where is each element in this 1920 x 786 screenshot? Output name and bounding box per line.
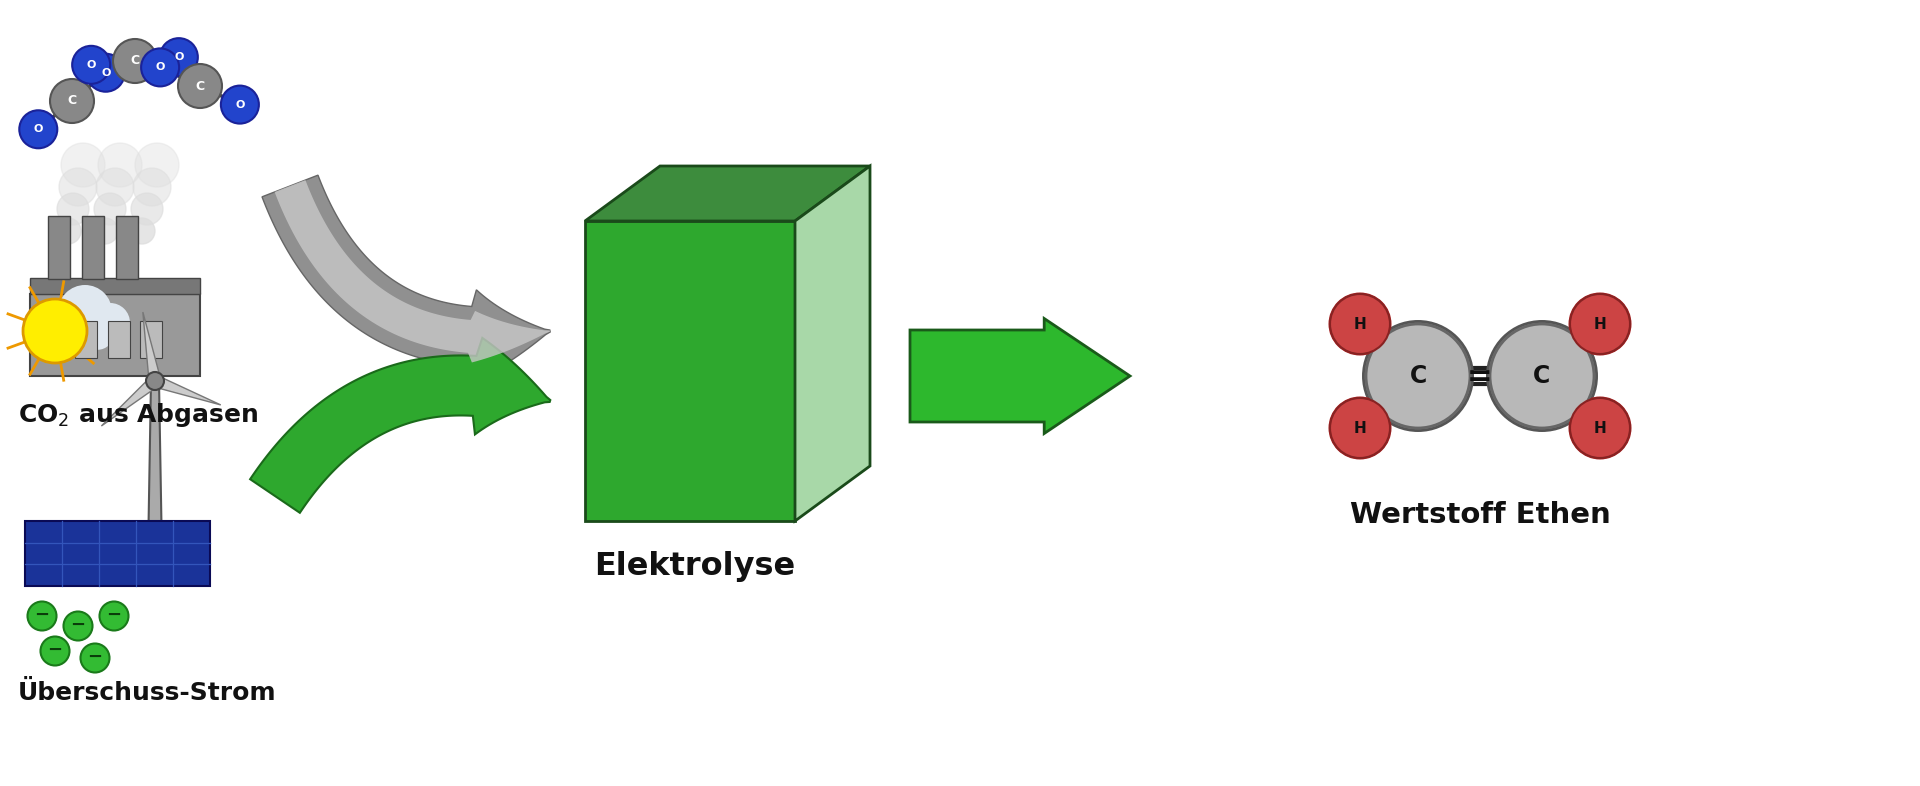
Circle shape (134, 143, 179, 187)
Circle shape (60, 168, 98, 206)
Text: =: = (1467, 362, 1494, 391)
Bar (48, 215, 69, 278)
Circle shape (1329, 396, 1392, 460)
Polygon shape (148, 381, 161, 556)
Circle shape (159, 39, 198, 76)
Circle shape (1569, 292, 1632, 355)
Text: C: C (131, 54, 140, 68)
Bar (115, 215, 138, 278)
Bar (31, 278, 200, 293)
Circle shape (179, 64, 223, 108)
Polygon shape (154, 376, 221, 405)
Polygon shape (586, 221, 795, 521)
Bar (140, 321, 161, 358)
Circle shape (1331, 398, 1390, 458)
Text: C: C (1534, 364, 1551, 388)
Circle shape (19, 110, 58, 149)
Bar (31, 293, 200, 376)
Text: C: C (67, 94, 77, 108)
Circle shape (73, 46, 109, 84)
Bar (75, 321, 98, 358)
Circle shape (131, 193, 163, 225)
Polygon shape (261, 175, 551, 384)
Polygon shape (142, 312, 161, 382)
Circle shape (1331, 294, 1390, 354)
Text: −: − (35, 606, 50, 624)
Circle shape (221, 86, 259, 123)
Polygon shape (102, 376, 159, 426)
Circle shape (94, 193, 127, 225)
Circle shape (40, 637, 69, 666)
Text: −: − (106, 606, 121, 624)
Circle shape (56, 318, 88, 350)
Circle shape (1571, 398, 1630, 458)
Circle shape (1488, 321, 1597, 431)
Polygon shape (910, 318, 1131, 434)
Circle shape (1363, 321, 1473, 431)
Text: O: O (86, 60, 96, 70)
Text: Elektrolyse: Elektrolyse (595, 551, 795, 582)
Circle shape (63, 612, 92, 641)
Bar (83, 215, 104, 278)
Circle shape (146, 372, 163, 390)
Circle shape (81, 318, 113, 350)
Polygon shape (795, 166, 870, 521)
Circle shape (81, 644, 109, 673)
Circle shape (96, 168, 134, 206)
Text: H: H (1354, 421, 1367, 435)
Bar (42, 321, 63, 358)
Text: C: C (1409, 364, 1427, 388)
Circle shape (56, 218, 81, 244)
Circle shape (58, 193, 88, 225)
Circle shape (1569, 396, 1632, 460)
Bar (25, 521, 209, 586)
Circle shape (113, 39, 157, 83)
Bar (108, 321, 131, 358)
Polygon shape (275, 180, 551, 362)
Text: −: − (48, 641, 63, 659)
Text: Wertstoff Ethen: Wertstoff Ethen (1350, 501, 1611, 529)
Circle shape (90, 303, 131, 343)
Circle shape (86, 53, 125, 92)
Text: C: C (196, 79, 205, 93)
Circle shape (61, 143, 106, 187)
Circle shape (129, 218, 156, 244)
Circle shape (27, 601, 56, 630)
Text: −: − (88, 648, 102, 666)
Circle shape (23, 299, 86, 363)
Text: O: O (102, 68, 109, 78)
Circle shape (50, 79, 94, 123)
Polygon shape (250, 338, 551, 512)
Circle shape (40, 303, 79, 343)
Text: O: O (35, 124, 42, 134)
Circle shape (1571, 294, 1630, 354)
Circle shape (142, 49, 179, 86)
Text: H: H (1594, 317, 1607, 332)
Circle shape (92, 218, 117, 244)
Text: O: O (234, 100, 244, 109)
Text: O: O (175, 52, 184, 62)
Text: Überschuss-Strom: Überschuss-Strom (17, 681, 276, 705)
Circle shape (1365, 324, 1471, 428)
Circle shape (132, 168, 171, 206)
Text: H: H (1594, 421, 1607, 435)
Circle shape (1490, 324, 1594, 428)
Circle shape (58, 285, 111, 339)
Text: H: H (1354, 317, 1367, 332)
Text: −: − (71, 616, 86, 634)
Text: CO$_2$ aus Abgasen: CO$_2$ aus Abgasen (17, 401, 259, 429)
Circle shape (98, 143, 142, 187)
Circle shape (100, 601, 129, 630)
Text: O: O (156, 62, 165, 72)
Circle shape (1329, 292, 1392, 355)
Polygon shape (586, 166, 870, 221)
